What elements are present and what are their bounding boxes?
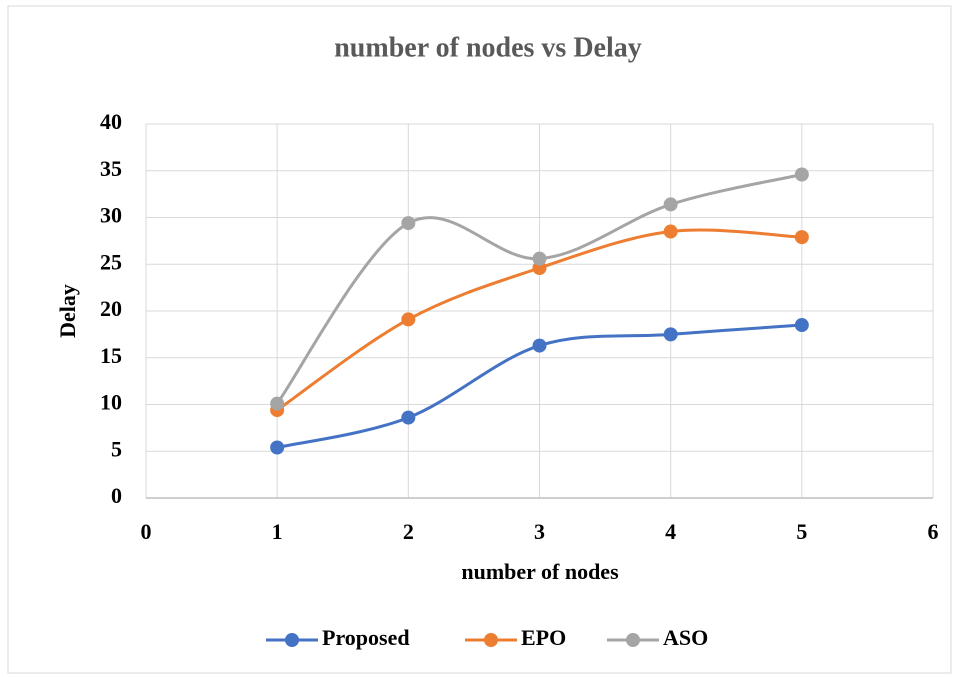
y-tick-label: 20	[100, 296, 122, 321]
x-tick-label: 2	[403, 519, 414, 544]
data-point	[270, 440, 285, 455]
data-point	[794, 167, 809, 182]
x-tick-label: 1	[272, 519, 283, 544]
legend-label: ASO	[663, 625, 708, 650]
data-point	[401, 312, 416, 327]
data-point	[663, 224, 678, 239]
y-tick-label: 0	[111, 483, 122, 508]
y-tick-label: 10	[100, 390, 122, 415]
data-point	[270, 396, 285, 411]
data-point	[794, 318, 809, 333]
chart-title: number of nodes vs Delay	[334, 32, 642, 63]
y-tick-label: 5	[111, 436, 122, 461]
data-point	[532, 338, 547, 353]
legend-marker	[285, 633, 299, 647]
legend-marker	[626, 633, 640, 647]
y-tick-label: 25	[100, 249, 122, 274]
data-point	[401, 216, 416, 231]
x-tick-label: 4	[665, 519, 676, 544]
y-tick-label: 40	[100, 109, 122, 134]
legend-marker	[484, 633, 498, 647]
legend-label: EPO	[521, 625, 566, 650]
legend-label: Proposed	[322, 625, 410, 650]
data-point	[532, 251, 547, 266]
y-tick-label: 30	[100, 203, 122, 228]
data-point	[663, 197, 678, 212]
x-tick-label: 3	[534, 519, 545, 544]
data-point	[401, 410, 416, 425]
series-line	[275, 173, 803, 405]
y-axis-label: Delay	[55, 284, 80, 338]
y-tick-label: 35	[100, 156, 122, 181]
x-tick-label: 5	[796, 519, 807, 544]
data-point	[794, 230, 809, 245]
chart-border	[7, 5, 952, 674]
x-tick-label: 0	[141, 519, 152, 544]
y-tick-label: 15	[100, 343, 122, 368]
x-axis-label: number of nodes	[461, 559, 619, 584]
data-point	[663, 327, 678, 342]
x-tick-label: 6	[928, 519, 939, 544]
